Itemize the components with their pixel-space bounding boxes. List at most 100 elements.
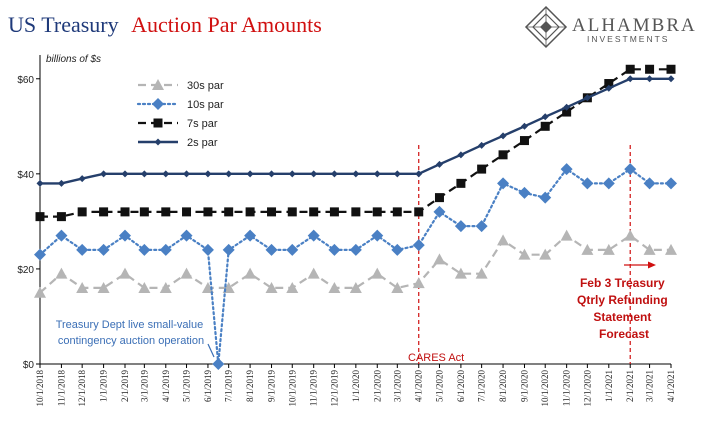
series-30s-point	[560, 229, 573, 241]
series-30s-point	[539, 248, 552, 260]
x-tick-label: 11/1/2020	[562, 370, 572, 407]
series-10s-point	[286, 243, 299, 256]
series-7s-point	[329, 207, 339, 217]
series-2s-point	[183, 170, 191, 178]
series-2s-point	[288, 170, 296, 178]
series-7s-point	[645, 64, 655, 74]
series-10s-point	[159, 243, 172, 256]
series-7s-point	[99, 207, 109, 217]
series-7s-point	[351, 207, 361, 217]
x-tick-label: 1/1/2021	[604, 370, 614, 402]
x-tick-label: 7/1/2020	[477, 370, 487, 403]
series-10s-point	[97, 243, 110, 256]
series-7s-point	[267, 207, 277, 217]
series-7s-line	[40, 68, 671, 218]
x-tick-label: 4/1/2019	[161, 370, 171, 403]
x-tick-label: 5/1/2019	[182, 370, 192, 403]
series-2s-point	[499, 132, 507, 140]
chart-title: US Treasury Auction Par Amounts	[8, 12, 322, 37]
x-tick-label: 3/1/2021	[645, 370, 655, 402]
series-30s-point	[55, 267, 68, 279]
series-7s-point	[456, 178, 466, 188]
series-30s-point	[180, 267, 193, 279]
x-tick-label: 8/1/2020	[498, 370, 508, 403]
x-tick-label: 2/1/2019	[120, 370, 130, 403]
series-30s-point	[475, 267, 488, 279]
x-tick-label: 10/1/2018	[35, 370, 45, 407]
legend-label: 2s par	[187, 137, 218, 149]
series-2s-point	[352, 170, 360, 178]
contingency-line1: Treasury Dept live small-value	[56, 319, 204, 331]
legend-swatch-marker	[152, 98, 164, 110]
legend-item-2s: 2s par	[138, 137, 218, 149]
series-2s-point	[520, 122, 528, 130]
series-30s-point	[349, 281, 362, 293]
series-2s-point	[225, 170, 233, 178]
series-7s-point	[161, 207, 171, 217]
y-tick-label: $60	[17, 75, 34, 86]
legend-swatch-marker	[154, 138, 162, 146]
legend-label: 30s par	[187, 80, 224, 92]
series-10s-point	[560, 163, 573, 176]
series-2s-point	[541, 113, 549, 121]
series-7s-point	[372, 207, 382, 217]
series-7s-point	[477, 164, 487, 174]
series-7s-point	[414, 207, 424, 217]
series-30s-point	[665, 243, 677, 255]
x-tick-label: 11/1/2018	[56, 370, 66, 407]
series-2s-point	[162, 170, 170, 178]
series-7s-point	[309, 207, 319, 217]
series-10s-point	[412, 239, 425, 252]
series-10s-point	[497, 177, 510, 190]
series-10s-point	[212, 358, 225, 370]
logo-subtitle: INVESTMENTS	[587, 34, 669, 44]
legend-item-7s: 7s par	[138, 118, 218, 130]
x-tick-label: 12/1/2020	[582, 370, 592, 407]
series-30s-point	[391, 281, 404, 293]
series-10s	[34, 163, 677, 370]
chart-title-part1: US Treasury	[8, 12, 119, 37]
feb3-line2: Qtrly Refunding	[577, 293, 668, 307]
series-30s-point	[412, 277, 425, 289]
series-2s-point	[36, 179, 44, 187]
series-10s-line	[38, 167, 673, 365]
x-tick-label: 9/1/2019	[267, 370, 277, 403]
series-7s-point	[666, 64, 676, 74]
series-2s-point	[605, 84, 613, 92]
x-tick-label: 3/1/2019	[139, 370, 149, 403]
feb3-line1: Feb 3 Treasury	[580, 276, 665, 290]
series-7s-point	[120, 207, 130, 217]
series-10s-point	[391, 243, 404, 256]
chart-title-part2: Auction Par Amounts	[131, 12, 322, 37]
x-tick-label: 3/1/2020	[392, 370, 402, 403]
x-tick-label: 4/1/2021	[666, 370, 676, 402]
legend-swatch-marker	[152, 79, 164, 90]
series-7s-point	[77, 207, 87, 217]
series-2s-point	[478, 141, 486, 149]
logo-name: ALHAMBRA	[572, 15, 697, 36]
series-7s-point	[434, 193, 444, 203]
series-2s-point	[310, 170, 318, 178]
series-10s-point	[643, 177, 656, 190]
legend-label: 10s par	[187, 99, 224, 111]
x-tick-label: 12/1/2018	[77, 370, 87, 407]
y-tick-label: $40	[17, 170, 34, 181]
x-tick-label: 2/1/2020	[372, 370, 382, 403]
series-10s-point	[518, 186, 531, 199]
series-10s-point	[76, 243, 89, 256]
legend-item-10s: 10s par	[136, 98, 224, 111]
series-2s	[36, 75, 675, 187]
series-10s-point	[201, 243, 214, 256]
series-10s-point	[222, 243, 235, 256]
series-10s-point	[665, 177, 677, 190]
alhambra-logo: ALHAMBRA INVESTMENTS	[524, 5, 697, 49]
series-7s-point	[392, 207, 402, 217]
series-30s-point	[119, 267, 132, 279]
series-7s-point	[562, 107, 572, 117]
x-tick-label: 1/1/2019	[99, 370, 109, 403]
x-tick-label: 1/1/2020	[351, 370, 361, 403]
series-30s-point	[433, 253, 446, 265]
annotations: Treasury Dept live small-value contingen…	[56, 261, 668, 364]
feb3-line3: Statement	[593, 310, 651, 324]
series-7s-point	[287, 207, 297, 217]
